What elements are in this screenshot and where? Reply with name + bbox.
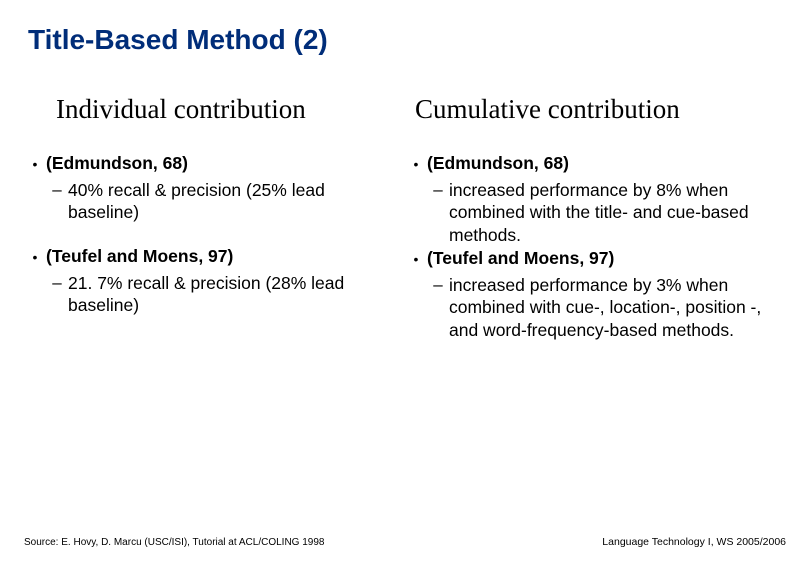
bullet-icon: • xyxy=(24,153,46,224)
list-item: • (Teufel and Moens, 97) – 21. 7% recall… xyxy=(24,246,395,317)
sub-text: increased performance by 3% when combine… xyxy=(449,274,786,341)
right-heading: Cumulative contribution xyxy=(405,94,786,125)
bullet-body: (Edmundson, 68) – 40% recall & precision… xyxy=(46,153,395,224)
sub-text: 40% recall & precision (25% lead baselin… xyxy=(68,179,395,224)
dash-icon: – xyxy=(46,179,68,224)
list-item: • (Edmundson, 68) – increased performanc… xyxy=(405,153,786,246)
bullet-lead: (Teufel and Moens, 97) xyxy=(46,246,395,268)
bullet-icon: • xyxy=(405,153,427,246)
dash-icon: – xyxy=(46,272,68,317)
sub-item: – increased performance by 8% when combi… xyxy=(427,175,786,246)
bullet-icon: • xyxy=(24,246,46,317)
bullet-body: (Teufel and Moens, 97) – increased perfo… xyxy=(427,248,786,341)
sub-item: – 40% recall & precision (25% lead basel… xyxy=(46,175,395,224)
footer-course: Language Technology I, WS 2005/2006 xyxy=(602,536,786,548)
sub-text: increased performance by 8% when combine… xyxy=(449,179,786,246)
sub-item: – 21. 7% recall & precision (28% lead ba… xyxy=(46,268,395,317)
left-column: Individual contribution • (Edmundson, 68… xyxy=(24,94,405,343)
bullet-lead: (Edmundson, 68) xyxy=(46,153,395,175)
sub-text: 21. 7% recall & precision (28% lead base… xyxy=(68,272,395,317)
bullet-lead: (Teufel and Moens, 97) xyxy=(427,248,786,270)
footer-source: Source: E. Hovy, D. Marcu (USC/ISI), Tut… xyxy=(24,537,324,548)
left-heading: Individual contribution xyxy=(24,94,395,125)
dash-icon: – xyxy=(427,179,449,246)
sub-item: – increased performance by 3% when combi… xyxy=(427,270,786,341)
right-column: Cumulative contribution • (Edmundson, 68… xyxy=(405,94,786,343)
bullet-lead: (Edmundson, 68) xyxy=(427,153,786,175)
list-item: • (Teufel and Moens, 97) – increased per… xyxy=(405,248,786,341)
slide-title: Title-Based Method (2) xyxy=(0,0,810,56)
bullet-body: (Teufel and Moens, 97) – 21. 7% recall &… xyxy=(46,246,395,317)
dash-icon: – xyxy=(427,274,449,341)
bullet-icon: • xyxy=(405,248,427,341)
bullet-body: (Edmundson, 68) – increased performance … xyxy=(427,153,786,246)
content-columns: Individual contribution • (Edmundson, 68… xyxy=(0,56,810,343)
list-item: • (Edmundson, 68) – 40% recall & precisi… xyxy=(24,153,395,224)
